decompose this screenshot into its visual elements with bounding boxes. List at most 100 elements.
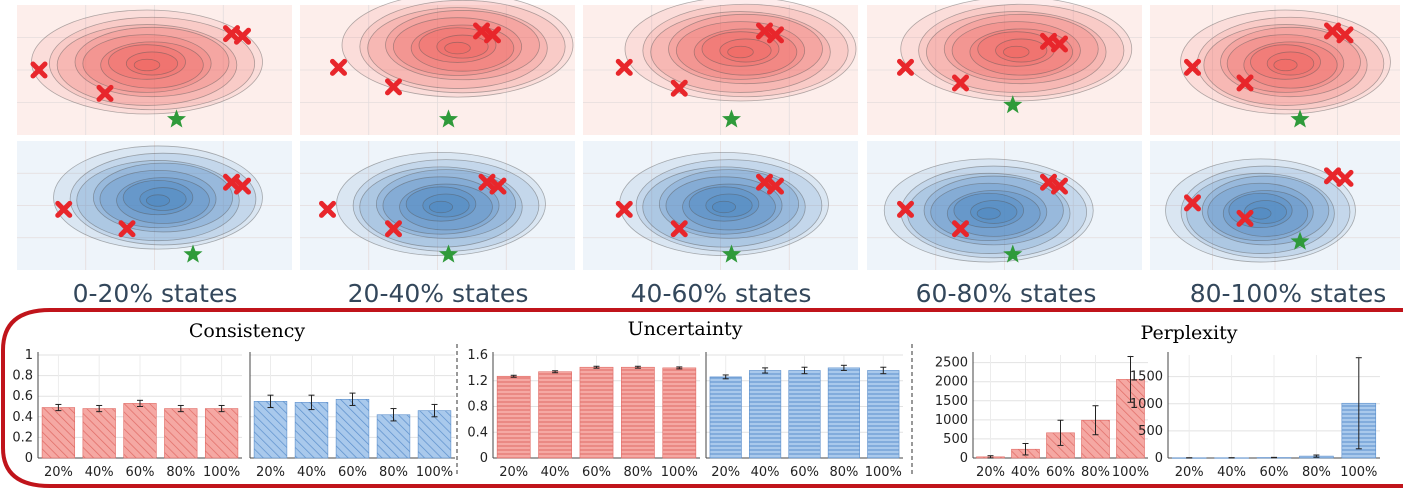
cross-stroke [897, 58, 914, 76]
star-marker [183, 244, 203, 263]
cross-stroke [385, 220, 402, 238]
kde-contour [682, 183, 776, 231]
metric-title: Uncertainty [628, 318, 743, 340]
kde-contour [665, 176, 783, 235]
x-tick-label: 80% [623, 465, 652, 480]
bar-chart: 0 500 1000 1500 2000 2500 20% 40% 60% 80% 100% [935, 352, 1149, 480]
cross-marker [1324, 167, 1341, 185]
kde-contour [976, 207, 1001, 220]
y-tick-label: 1500 [1130, 370, 1163, 385]
x-tick-label: 60% [582, 465, 611, 480]
bar [827, 367, 860, 459]
x-tick-label: 80% [1081, 465, 1110, 480]
kde-contour [74, 26, 230, 98]
kde-contour [139, 187, 187, 211]
star-marker [439, 109, 458, 128]
kde-contour [918, 3, 1125, 98]
x-tick-label: 40% [85, 465, 114, 480]
y-tick-label: 2000 [935, 375, 968, 390]
kde-contour [1226, 34, 1345, 93]
cross-stroke [897, 200, 914, 218]
cross-marker [670, 220, 688, 238]
kde-contour [1266, 51, 1315, 76]
bar [82, 408, 116, 459]
cross-stroke [1184, 194, 1201, 212]
kde-contour [719, 38, 772, 63]
metrics-frame [0, 308, 1403, 488]
cross-stroke [55, 200, 73, 218]
y-tick-label: 500 [1138, 424, 1163, 439]
cross-stroke [30, 61, 48, 79]
cross-marker [385, 220, 402, 238]
bar [417, 410, 452, 459]
cross-stroke [319, 200, 336, 218]
x-tick-label: 100% [1340, 465, 1377, 480]
cross-marker [234, 177, 251, 195]
x-tick-label: 60% [1046, 465, 1075, 480]
cross-stroke [1051, 35, 1068, 53]
x-tick-label: 60% [126, 465, 155, 480]
cross-marker [319, 200, 336, 218]
y-tick-label: 500 [943, 432, 968, 447]
kde-contour [1180, 165, 1351, 259]
y-tick-label: 0.2 [12, 430, 33, 445]
cross-marker [767, 26, 784, 44]
star-marker [722, 244, 741, 263]
kde-contour [926, 11, 1107, 93]
cross-marker [767, 177, 784, 195]
kde-contour [1222, 190, 1309, 237]
x-tick-label: 60% [338, 465, 367, 480]
x-tick-label: 40% [1217, 465, 1246, 480]
bar-chart: 0 500 1000 1500 20% 40% 60% 80% 100% [1130, 352, 1380, 480]
star-marker [1290, 109, 1310, 128]
x-tick-label: 40% [541, 465, 570, 480]
y-tick-label: 1000 [935, 413, 968, 428]
y-tick-label: 0 [960, 451, 968, 466]
star-marker [167, 109, 186, 128]
bar [621, 366, 655, 459]
kde-contour [1220, 26, 1361, 98]
x-tick-label: 100% [1112, 465, 1149, 480]
x-tick-label: 80% [1302, 465, 1331, 480]
bar [41, 407, 76, 459]
kde-panel [583, 141, 858, 270]
cross-stroke [1336, 26, 1354, 44]
bar-chart: 20% 40% 60% 80% 100% [249, 352, 455, 480]
cross-stroke [234, 27, 251, 45]
y-tick-label: 0.4 [467, 425, 488, 440]
kde-contour [56, 24, 238, 106]
x-tick-label: 40% [297, 465, 326, 480]
star-marker [1290, 231, 1310, 250]
x-tick-label: 20% [44, 465, 73, 480]
bar [788, 370, 821, 459]
cross-stroke [615, 200, 633, 218]
kde-contour [1207, 182, 1314, 242]
cross-stroke [484, 26, 501, 44]
kde-contour [422, 193, 470, 218]
state-labels: 0-20% states 20-40% states 40-60% states… [73, 279, 1387, 308]
cross-stroke [670, 220, 688, 238]
y-tick-label: 2500 [935, 356, 968, 371]
kde-panel [300, 0, 575, 135]
cross-stroke [1184, 58, 1201, 76]
bar [496, 375, 531, 459]
x-tick-label: 20% [256, 465, 285, 480]
kde-contour [1165, 158, 1356, 263]
kde-contour [1273, 58, 1298, 72]
kde-contour [99, 169, 217, 229]
kde-contour [727, 45, 754, 59]
kde-contour [688, 186, 760, 222]
y-tick-label: 0 [1155, 451, 1163, 466]
cross-marker [385, 78, 402, 96]
bar [376, 414, 411, 459]
kde-contour [624, 0, 857, 102]
kde-panel [17, 141, 292, 270]
y-tick-label: 0 [480, 451, 488, 466]
cross-marker [1236, 209, 1254, 227]
kde-panel [300, 141, 575, 270]
bar [709, 376, 742, 459]
cross-marker [234, 27, 251, 45]
bar [294, 402, 329, 459]
kde-contour [668, 13, 823, 85]
